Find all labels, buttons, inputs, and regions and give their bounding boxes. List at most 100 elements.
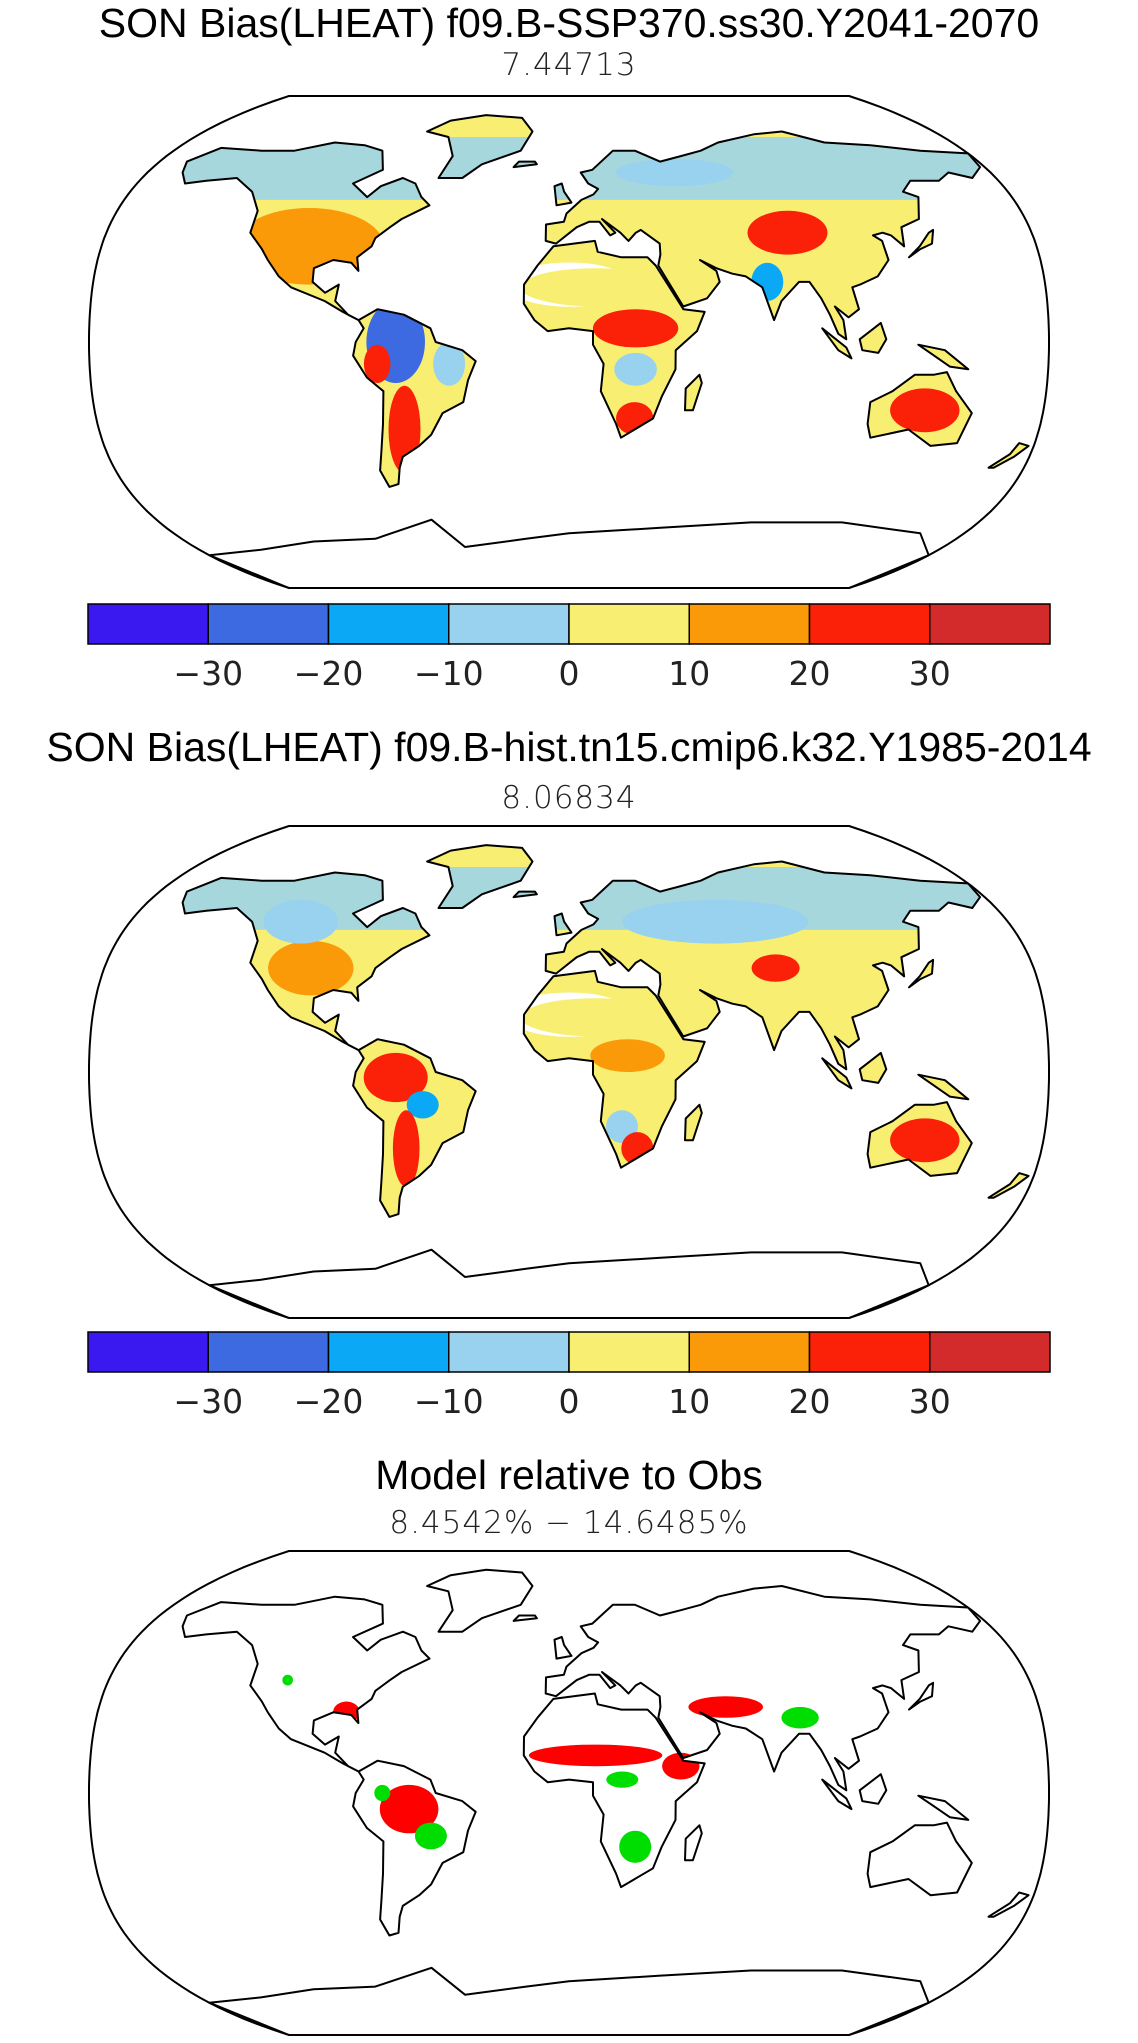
bias-region-10 <box>751 954 800 982</box>
mask-region-3 <box>528 1744 663 1767</box>
colorbar-swatch-6 <box>808 1331 931 1373</box>
coastline-eurasia <box>544 1585 982 1792</box>
panel-3-title: Model relative to Obs <box>375 1452 763 1498</box>
coastline-iceland <box>512 1614 538 1622</box>
coastline-south-america <box>352 1759 477 1937</box>
coastline-madagascar <box>684 373 703 412</box>
coastline-iceland <box>512 890 538 899</box>
mask-region-1 <box>414 1822 447 1850</box>
coastline-new-zealand <box>987 1172 1030 1199</box>
coastline-new-zealand <box>987 442 1030 469</box>
coastline-madagascar <box>684 1103 703 1142</box>
colorbar-tick-label: −30 <box>173 654 243 693</box>
panel-2-map <box>88 825 1050 1319</box>
panel-1-title: SON Bias(LHEAT) f09.B-SSP370.ss30.Y2041-… <box>98 0 1040 46</box>
colorbar-tick-label: 0 <box>559 654 580 693</box>
coastline-madagascar <box>684 1824 703 1862</box>
bias-region-4 <box>433 342 466 386</box>
colorbar-tick-label: −10 <box>414 1382 484 1421</box>
coastline-north-america <box>181 141 431 322</box>
panel-3-percent-range: 8.4542% − 14.6485% <box>389 1505 749 1541</box>
coastline-sumatra <box>821 1778 853 1811</box>
coastline-north-america <box>181 1595 431 1773</box>
coastline-iceland <box>512 160 538 169</box>
colorbar-tick-label: −30 <box>173 1382 243 1421</box>
coastline-australia <box>866 1101 973 1177</box>
panel-2-global-mean: 8.06834 <box>501 780 637 816</box>
land-base-new-guinea <box>918 1074 969 1100</box>
land-base-madagascar <box>685 374 702 411</box>
coastline-south-america <box>352 1038 477 1218</box>
colorbar-tick-label: 30 <box>909 1382 951 1421</box>
land-base-sumatra <box>822 328 852 359</box>
bias-region-9 <box>622 899 809 944</box>
coastline-japan <box>908 1681 935 1711</box>
coastline-eurasia <box>544 860 982 1071</box>
coastline-borneo <box>858 321 888 354</box>
mask-region-2 <box>374 1784 391 1802</box>
colorbar-swatch-0 <box>87 603 209 645</box>
colorbar-swatch-5 <box>688 1331 811 1373</box>
panel-2-colorbar: −30 −20 −10 0 10 20 30 <box>87 1331 1051 1421</box>
coastline-new-zealand <box>987 1891 1030 1918</box>
mask-region-10 <box>282 1674 294 1686</box>
land-field <box>182 845 1029 1217</box>
coastline-japan <box>908 958 935 989</box>
colorbar-swatch-2 <box>327 1331 450 1373</box>
colorbar-tick-label: 0 <box>559 1382 580 1421</box>
coastline-antarctica <box>208 1966 930 2036</box>
coastline-borneo <box>858 1051 888 1084</box>
coastline-south-america <box>352 308 477 488</box>
colorbar-swatch-4 <box>568 603 690 645</box>
colorbar-swatch-3 <box>448 603 570 645</box>
map-background <box>89 1551 1049 2035</box>
mask-region-8 <box>781 1706 819 1729</box>
coastline-greenland <box>426 844 534 909</box>
panel-1-colorbar: −30 −20 −10 0 10 20 30 <box>87 603 1051 693</box>
colorbar-tick-label: −20 <box>294 654 364 693</box>
land-base-sumatra <box>822 1058 852 1089</box>
coastline-antarctica <box>208 518 930 589</box>
coastline-japan <box>908 228 935 259</box>
mask-region-5 <box>619 1830 652 1863</box>
colorbar-swatch-2 <box>327 603 450 645</box>
panel-1-map <box>88 95 1050 589</box>
bias-region-3 <box>406 1091 439 1119</box>
panel-3-map <box>88 1550 1050 2036</box>
land-base-new-guinea <box>918 344 969 370</box>
panel-2-title: SON Bias(LHEAT) f09.B-hist.tn15.cmip6.k3… <box>46 724 1092 770</box>
bias-region-6 <box>592 309 679 348</box>
land-base-borneo <box>859 322 887 353</box>
colorbar-tick-label: −20 <box>294 1382 364 1421</box>
map-border <box>88 95 1050 589</box>
colorbar-swatch-5 <box>688 603 811 645</box>
bias-region-6 <box>590 1039 665 1072</box>
colorbar-swatch-7 <box>929 1331 1051 1373</box>
colorbar-tick-label: 10 <box>668 654 710 693</box>
coastline-australia <box>866 371 973 447</box>
coastline-borneo <box>858 1773 888 1805</box>
coastline-north-america <box>181 871 431 1052</box>
bias-region-11 <box>615 158 734 187</box>
colorbar-swatch-0 <box>87 1331 209 1373</box>
land-base-madagascar <box>685 1104 702 1141</box>
bias-region-11 <box>890 1118 960 1163</box>
bias-region-2 <box>363 1052 428 1103</box>
coastline-australia <box>866 1821 973 1897</box>
coastline-sumatra <box>821 1057 853 1090</box>
coastline-greenland <box>426 114 534 179</box>
mask-region-0 <box>379 1784 439 1834</box>
coastline-great-britain <box>553 1636 573 1660</box>
bias-region-5 <box>520 268 671 307</box>
colorbar-swatch-1 <box>207 1331 330 1373</box>
bias-region-2 <box>363 344 391 383</box>
bias-region-12 <box>890 388 960 433</box>
coastline-africa <box>522 239 706 439</box>
mask-region-7 <box>688 1696 763 1718</box>
bias-region-0 <box>268 940 354 996</box>
coastline-new-guinea <box>917 1073 970 1101</box>
coastline-antarctica <box>208 1248 930 1319</box>
mask-region-6 <box>606 1771 639 1788</box>
bias-region-9 <box>747 210 828 255</box>
colorbar-tick-label: −10 <box>414 654 484 693</box>
